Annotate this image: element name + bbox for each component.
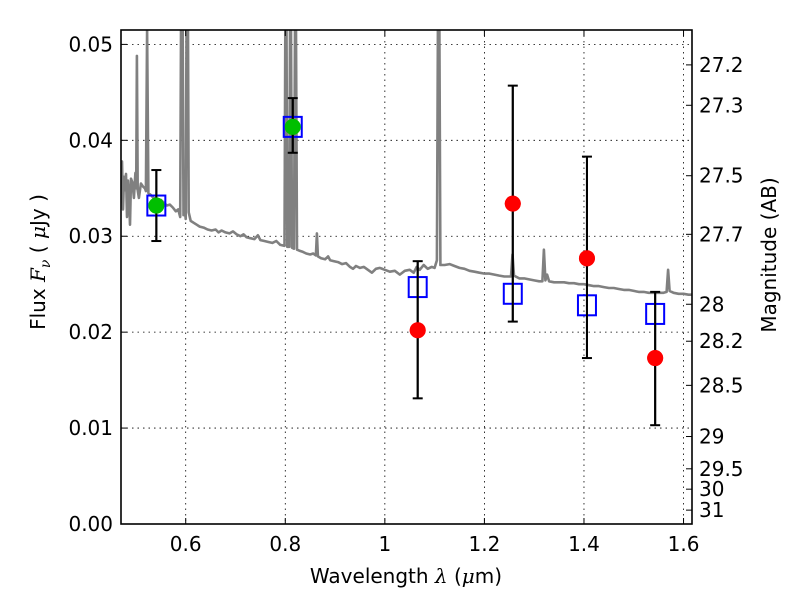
- x-axis-label: Wavelength λ (μm): [310, 564, 502, 588]
- x-axis-label-unit-open: (: [448, 564, 462, 588]
- y-axis-label-unit-mu: μ: [26, 226, 50, 239]
- x-axis-ticks: 0.6 0.8 1 1.2 1.4 1.6: [170, 30, 700, 556]
- observed-point-red-top: [409, 322, 426, 339]
- y2-tick-label: 27.2: [699, 53, 744, 77]
- x-tick-label: 1: [378, 532, 391, 556]
- y-axis-label: Flux Fν ( μJy ): [26, 194, 54, 330]
- y-axis-label-subscript: ν: [38, 259, 54, 268]
- markers: [146, 85, 666, 426]
- y2-tick-label: 27.3: [699, 93, 744, 117]
- y2-axis-label: Magnitude (AB): [757, 177, 781, 332]
- observed-point-green-top: [148, 197, 165, 214]
- y-tick-label: 0.01: [68, 416, 113, 440]
- y2-tick-label: 28.5: [699, 373, 744, 397]
- y2-tick-label: 31: [699, 498, 724, 522]
- axes-frame: [120, 29, 693, 525]
- y2-tick-label: 28: [699, 292, 724, 316]
- y-tick-label: 0.04: [68, 128, 113, 152]
- x-tick-label: 1.6: [668, 532, 700, 556]
- observed-point-red-top: [578, 250, 595, 267]
- x-axis-label-prefix: Wavelength: [310, 564, 435, 588]
- y-tick-label: 0.05: [68, 32, 113, 56]
- model-spectrum-line: [121, 30, 692, 296]
- spectrum-layer: [121, 30, 692, 296]
- y-axis-label-symbol: F: [26, 267, 50, 283]
- x-tick-label: 1.4: [568, 532, 600, 556]
- x-tick-label: 0.6: [170, 532, 202, 556]
- x-axis-label-symbol: λ: [434, 564, 448, 588]
- y2-tick-label: 29: [699, 425, 724, 449]
- y-axis-label-unit-rest: Jy ): [26, 194, 50, 228]
- observed-point-green-top: [284, 118, 301, 135]
- x-tick-label: 1.2: [469, 532, 501, 556]
- y-tick-label: 0.03: [68, 224, 113, 248]
- y2-tick-label: 30: [699, 477, 724, 501]
- observed-point-red-top: [647, 350, 664, 367]
- y2-tick-label: 27.7: [699, 222, 744, 246]
- x-axis-label-unit-rest: m): [475, 564, 502, 588]
- x-axis-label-unit-mu: μ: [462, 564, 475, 588]
- grid-lines: [121, 30, 692, 524]
- y-axis-ticks: 0.00 0.01 0.02 0.03 0.04 0.05: [68, 32, 127, 536]
- plot-area: [121, 30, 692, 524]
- x-tick-label: 0.8: [269, 532, 301, 556]
- y2-tick-label: 28.2: [699, 329, 744, 353]
- y2-tick-label: 29.5: [699, 457, 744, 481]
- y2-tick-label: 27.5: [699, 164, 744, 188]
- y-axis-label-prefix: Flux: [26, 282, 50, 330]
- observed-point-red-top: [504, 195, 521, 212]
- y-tick-label: 0.02: [68, 320, 113, 344]
- y-tick-label: 0.00: [68, 512, 113, 536]
- y-axis-label-unit-open: (: [26, 239, 50, 260]
